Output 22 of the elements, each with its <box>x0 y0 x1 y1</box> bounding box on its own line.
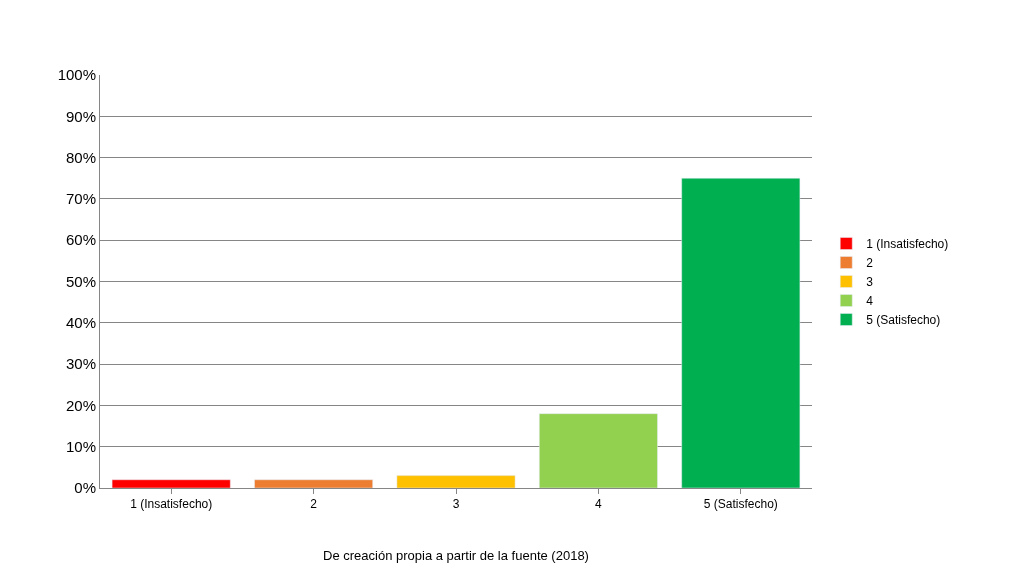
y-tick-label: 40% <box>65 314 96 332</box>
y-tick-label: 0% <box>74 479 96 497</box>
y-tick-label: 20% <box>65 396 96 414</box>
legend-label: 2 <box>866 256 874 271</box>
x-tick-label: 5 (Satisfecho) <box>703 497 778 512</box>
legend-label: 4 <box>866 294 874 309</box>
legend-label: 1 (Insatisfecho) <box>866 237 949 252</box>
text: De creación propia a partir de la fuente (2018) <box>323 548 589 563</box>
x-tick-label: 2 <box>310 497 318 512</box>
legend-label: 3 <box>866 275 874 290</box>
y-tick-label: 90% <box>65 107 96 125</box>
x-tick-label: 4 <box>595 497 603 512</box>
y-tick-label: 60% <box>65 231 96 249</box>
y-tick-label: 50% <box>65 272 96 290</box>
y-tick-label: 70% <box>65 190 96 208</box>
y-tick-label: 10% <box>65 437 96 455</box>
y-tick-label: 80% <box>65 148 96 166</box>
x-tick-label: 3 <box>452 497 460 512</box>
y-tick-label: 100% <box>57 66 96 84</box>
legend-label: 5 (Satisfecho) <box>866 313 941 328</box>
x-tick-label: 1 (Insatisfecho) <box>130 497 213 512</box>
y-tick-label: 30% <box>65 355 96 373</box>
